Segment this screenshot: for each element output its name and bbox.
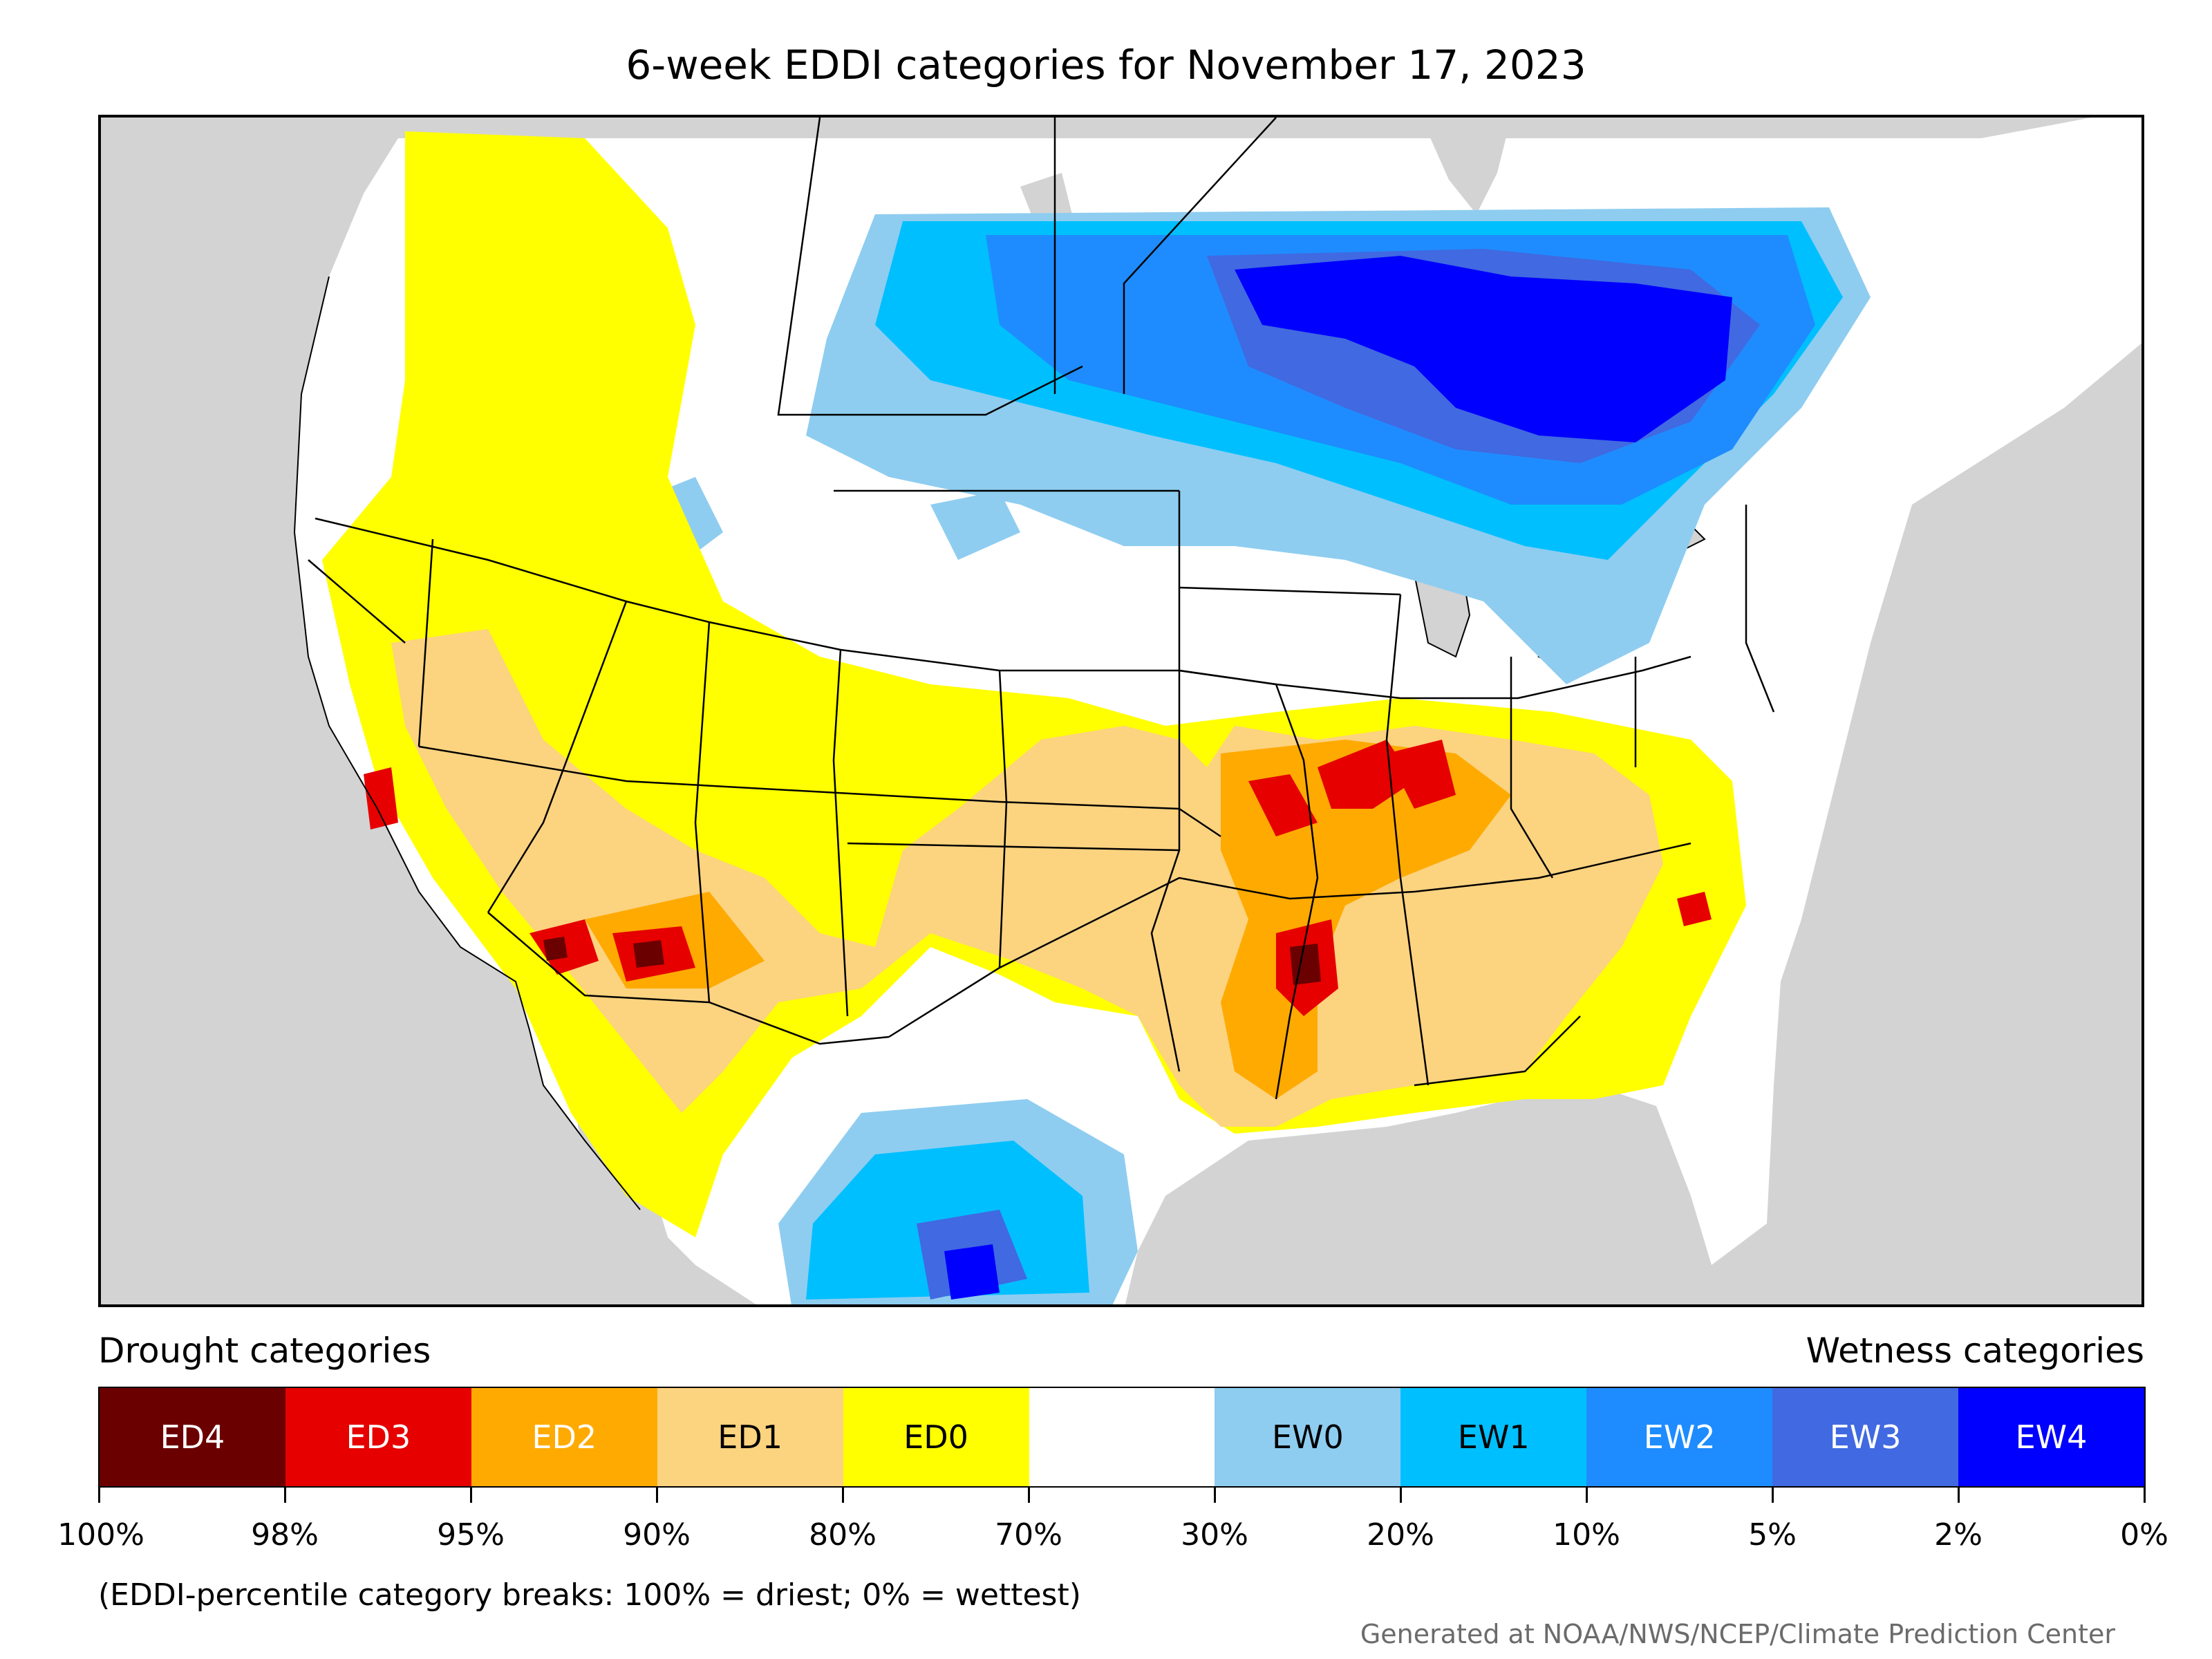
colorbar-tick-label: 95% — [437, 1517, 505, 1553]
drought-heading: Drought categories — [98, 1331, 431, 1371]
category-note: (EDDI-percentile category breaks: 100% =… — [98, 1577, 1081, 1613]
colorbar-segment-ed4: ED4 — [100, 1388, 285, 1486]
colorbar-tick — [842, 1488, 844, 1503]
colorbar-tick-label: 0% — [2120, 1517, 2168, 1553]
colorbar-segment-ew1: EW1 — [1400, 1388, 1587, 1486]
colorbar-tick — [1028, 1488, 1030, 1503]
colorbar-tick-label: 70% — [995, 1517, 1062, 1553]
colorbar-segment-ew0: EW0 — [1215, 1388, 1401, 1486]
colorbar-tick — [2144, 1488, 2146, 1503]
colorbar-segment-ed0: ED0 — [843, 1388, 1029, 1486]
eddi-map — [98, 115, 2144, 1307]
colorbar-segment-ed1: ED1 — [657, 1388, 843, 1486]
colorbar-segment-ew4: EW4 — [1958, 1388, 2144, 1486]
map-title: 6-week EDDI categories for November 17, … — [626, 41, 1586, 88]
colorbar-tick-label: 30% — [1181, 1517, 1248, 1553]
colorbar-tick-label: 2% — [1934, 1517, 1983, 1553]
colorbar-tick-label: 80% — [809, 1517, 877, 1553]
colorbar-tick-label: 90% — [623, 1517, 691, 1553]
colorbar-tick — [1958, 1488, 1960, 1503]
coastline — [293, 276, 641, 1210]
colorbar-tick — [1400, 1488, 1402, 1503]
colorbar-tick — [1586, 1488, 1588, 1503]
colorbar-segment-normal — [1029, 1388, 1215, 1486]
eddi-map-graphic — [293, 118, 2141, 1304]
colorbar-tick-label: 98% — [251, 1517, 319, 1553]
colorbar-segment-ed3: ED3 — [285, 1388, 471, 1486]
colorbar-tick-label: 20% — [1367, 1517, 1434, 1553]
wetness-heading: Wetness categories — [1806, 1331, 2144, 1371]
colorbar-tick — [1772, 1488, 1774, 1503]
colorbar-tick — [1214, 1488, 1216, 1503]
category-colorbar: ED4 ED3 ED2 ED1 ED0 EW0 EW1 EW2 EW3 EW4 — [98, 1387, 2146, 1488]
wetness-areas — [474, 207, 1871, 1304]
colorbar-tick-label: 100% — [57, 1517, 144, 1553]
james-bay — [1421, 118, 1511, 214]
credit-line: Generated at NOAA/NWS/NCEP/Climate Predi… — [1360, 1619, 2115, 1649]
colorbar-segment-ew3: EW3 — [1772, 1388, 1959, 1486]
colorbar-tick-label: 10% — [1553, 1517, 1620, 1553]
colorbar-tick — [656, 1488, 658, 1503]
colorbar-tick — [284, 1488, 286, 1503]
colorbar-segment-ew2: EW2 — [1586, 1388, 1773, 1486]
colorbar-tick — [470, 1488, 472, 1503]
colorbar-segment-ed2: ED2 — [471, 1388, 657, 1486]
colorbar-ticks — [98, 1488, 2146, 1508]
colorbar-tick — [98, 1488, 100, 1503]
colorbar-tick-label: 5% — [1748, 1517, 1797, 1553]
state-boundaries — [308, 118, 1775, 1100]
